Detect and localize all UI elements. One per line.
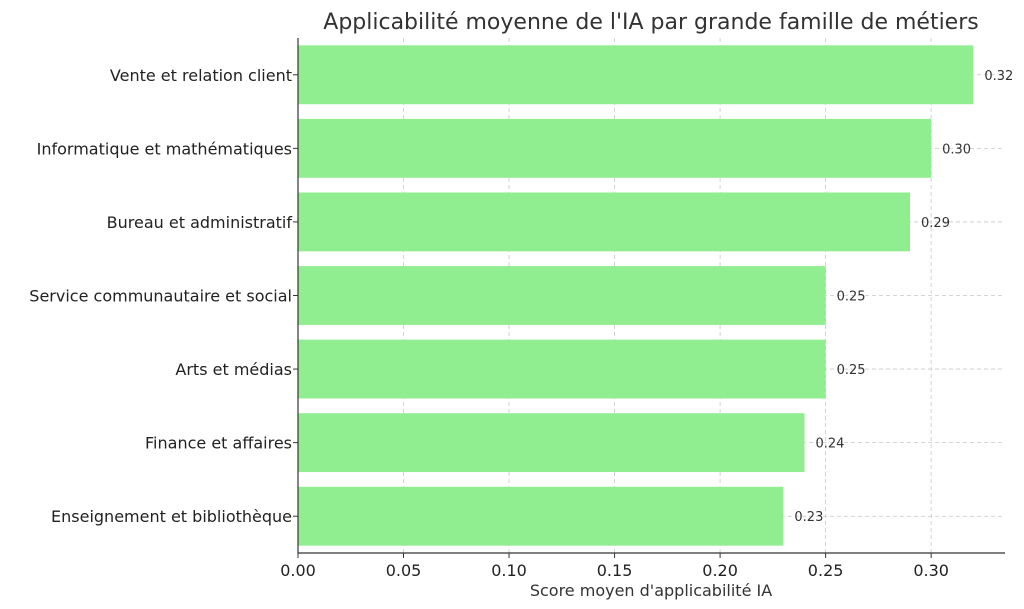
- x-tick-label: 0.15: [597, 561, 633, 580]
- x-tick-label: 0.25: [808, 561, 844, 580]
- bars: 0.32 0.30 0.29 0.25 0.25 0.24 0.23: [298, 45, 1013, 546]
- value-label: 0.24: [816, 437, 845, 452]
- category-label: Vente et relation client: [110, 66, 292, 85]
- value-label: 0.29: [921, 216, 950, 231]
- value-label: 0.25: [837, 290, 866, 305]
- bar: [298, 413, 805, 473]
- value-label: 0.25: [837, 363, 866, 378]
- category-label: Arts et médias: [175, 360, 292, 379]
- category-label: Finance et affaires: [145, 434, 292, 453]
- x-tick-label: 0.00: [280, 561, 316, 580]
- bar: [298, 339, 826, 399]
- axes: 0.00 0.05 0.10 0.15 0.20 0.25 0.30 Vente et rel…: [29, 38, 1005, 580]
- value-label: 0.32: [984, 69, 1013, 84]
- bar: [298, 266, 826, 325]
- bar: [298, 192, 911, 252]
- x-tick-label: 0.10: [491, 561, 527, 580]
- x-axis-label: Score moyen d'applicabilité IA: [530, 581, 772, 600]
- category-label: Bureau et administratif: [107, 213, 293, 232]
- bar: [298, 486, 784, 546]
- category-label: Enseignement et bibliothèque: [51, 507, 292, 526]
- chart-title: Applicabilité moyenne de l'IA par grande…: [323, 10, 978, 35]
- value-label: 0.30: [942, 142, 971, 157]
- bar: [298, 118, 932, 178]
- value-label: 0.23: [794, 510, 823, 525]
- category-label: Service communautaire et social: [29, 287, 292, 306]
- x-tick-label: 0.30: [913, 561, 949, 580]
- category-label: Informatique et mathématiques: [37, 139, 292, 158]
- x-tick-label: 0.05: [386, 561, 422, 580]
- x-tick-label: 0.20: [702, 561, 738, 580]
- bar: [298, 45, 974, 105]
